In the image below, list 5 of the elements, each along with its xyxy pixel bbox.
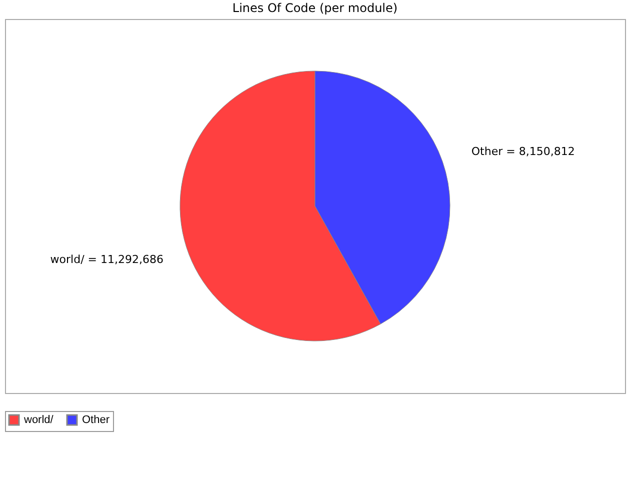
data-label: Other = 8,150,812 bbox=[471, 145, 575, 158]
data-label: world/ = 11,292,686 bbox=[50, 252, 164, 266]
legend-label: world/ bbox=[23, 414, 54, 426]
chart-title: Lines Of Code (per module) bbox=[232, 1, 398, 15]
legend-label: Other bbox=[82, 414, 110, 426]
